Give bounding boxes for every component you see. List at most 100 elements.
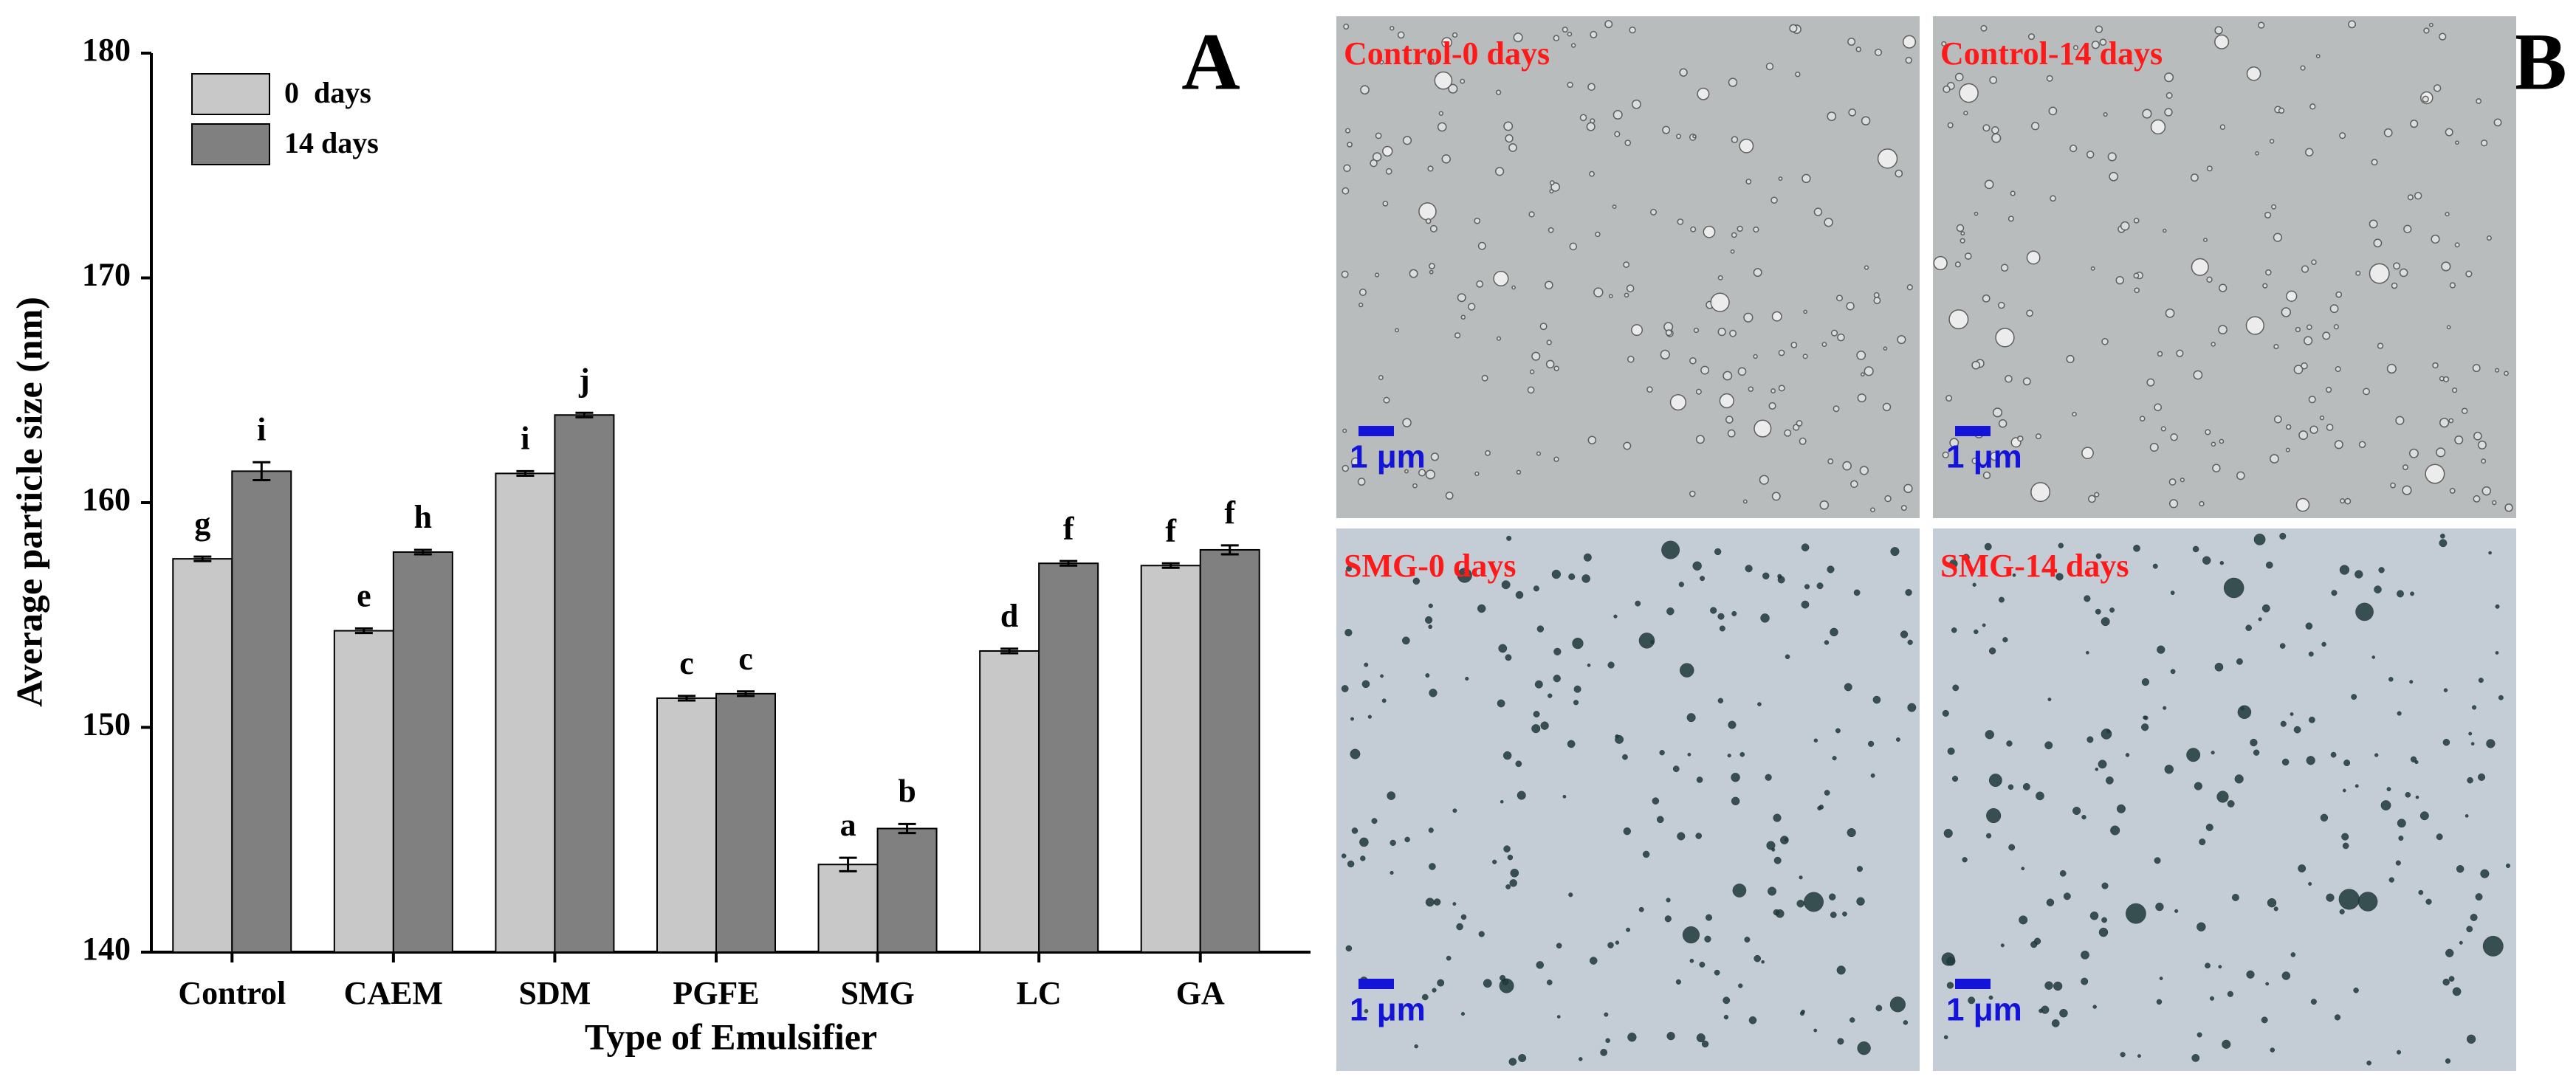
particle — [1549, 189, 1554, 194]
particle — [1717, 613, 1725, 620]
particle — [1527, 386, 1535, 394]
particle — [1342, 187, 1350, 195]
particle — [1409, 269, 1418, 278]
particle — [1833, 405, 1840, 413]
particle — [2258, 617, 2262, 621]
particle — [1754, 954, 1762, 962]
particle — [2398, 836, 2404, 841]
particle — [2159, 976, 2163, 980]
particle — [1425, 898, 1435, 907]
particle — [1743, 312, 1754, 323]
particle — [1425, 469, 1436, 480]
particle — [2410, 120, 2419, 128]
particle — [2407, 194, 2414, 201]
particle — [2298, 430, 2309, 441]
particle — [1508, 143, 1517, 152]
particle — [1341, 853, 1347, 858]
particle — [2116, 804, 2126, 813]
particle — [1739, 751, 1745, 757]
particle — [2231, 894, 2239, 901]
particle — [2410, 591, 2414, 596]
particle — [2219, 124, 2226, 130]
particle — [1367, 714, 1372, 719]
particle — [2478, 678, 2484, 683]
particle — [2326, 893, 2335, 902]
particle — [1974, 629, 1979, 635]
particle — [1728, 720, 1737, 729]
x-tick-label: GA — [1176, 975, 1225, 1011]
particle — [2164, 765, 2174, 774]
particle — [1802, 354, 1808, 359]
particle — [1390, 870, 1394, 875]
particle — [2211, 342, 2216, 347]
particle — [1705, 914, 1713, 921]
particle — [2278, 107, 2285, 114]
particle — [1900, 630, 1909, 638]
particle — [1548, 227, 1554, 233]
particle — [1714, 969, 1720, 976]
particle — [2425, 898, 2432, 905]
scale-bar — [1359, 979, 1394, 989]
particle — [1873, 292, 1880, 298]
significance-letter: f — [1165, 512, 1177, 548]
particle — [1586, 122, 1596, 131]
particle — [2072, 806, 2081, 816]
particle — [1719, 393, 1734, 409]
particle — [1569, 242, 1578, 251]
particle — [1759, 475, 1769, 485]
particle — [1357, 478, 1366, 486]
particle — [1699, 961, 1706, 968]
micrograph-background — [1336, 528, 1920, 1071]
particle — [2315, 54, 2321, 58]
particle — [2369, 263, 2390, 284]
particle — [1723, 1014, 1729, 1020]
particle — [1428, 624, 1433, 630]
particle — [2298, 864, 2307, 873]
particle — [1515, 760, 1522, 768]
particle — [2265, 269, 2272, 276]
particle — [1534, 680, 1543, 689]
micrograph: Control-14 days 1 μm — [1933, 16, 2516, 518]
particle — [2433, 84, 2442, 92]
particle — [1505, 134, 1514, 143]
particle — [2051, 1019, 2060, 1027]
particle — [1946, 982, 1954, 989]
particle — [2481, 458, 2487, 464]
particle — [1341, 685, 1349, 692]
particle — [2000, 264, 2009, 272]
particle — [1638, 633, 1655, 649]
particle — [1816, 582, 1824, 590]
particle — [1868, 740, 1875, 747]
particle — [1562, 794, 1567, 799]
particle — [1545, 359, 1555, 369]
particle — [1533, 585, 1539, 592]
particle — [1615, 940, 1620, 945]
particle — [2253, 749, 2260, 756]
particle — [2443, 688, 2448, 692]
particle — [2193, 370, 2203, 380]
particle — [1982, 124, 1991, 132]
particle — [1499, 978, 1514, 993]
particle — [2106, 776, 2114, 785]
particle — [2399, 268, 2408, 278]
particle — [1695, 435, 1705, 444]
particle — [1942, 451, 1949, 459]
significance-letter: h — [414, 499, 432, 535]
particle — [1467, 303, 1476, 311]
particle — [2120, 1052, 2126, 1058]
bar — [1199, 548, 1260, 953]
particle — [2026, 309, 2033, 317]
particle — [2481, 486, 2492, 496]
particle — [2285, 424, 2292, 430]
particle — [2133, 544, 2140, 552]
particle — [2495, 368, 2500, 373]
particle — [1948, 309, 1969, 330]
particle — [1905, 589, 1912, 596]
particle — [1515, 590, 1524, 599]
particle — [1478, 931, 1485, 937]
particle — [1778, 385, 1785, 392]
particle — [2339, 132, 2346, 140]
particle — [1988, 995, 1993, 1000]
legend-label: 14 days — [284, 126, 379, 159]
particle — [1998, 301, 2005, 309]
